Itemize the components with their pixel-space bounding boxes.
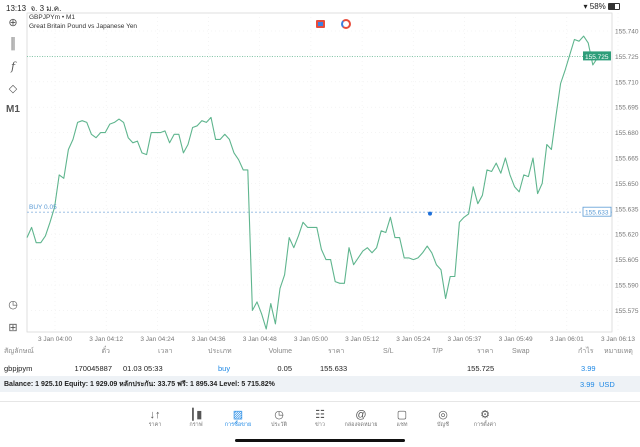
y-tick-label: 155.740 xyxy=(615,29,639,36)
currency: USD xyxy=(599,380,615,389)
status-time: 13:13 จ. 3 ม.ค. xyxy=(6,4,62,13)
col-time[interactable]: เวลา xyxy=(158,348,173,355)
y-tick-label: 155.620 xyxy=(615,232,639,239)
nav-trade[interactable]: ▨ การซื้อขาย xyxy=(218,408,258,429)
new-order-icon[interactable]: ⊞ xyxy=(8,322,18,334)
row-open-price: 155.633 xyxy=(320,364,348,373)
total-profit: 3.99 xyxy=(580,380,595,389)
col-swap[interactable]: Swap xyxy=(512,348,530,355)
battery-level: 58% xyxy=(589,2,606,11)
nav-settings[interactable]: ⚙ การตั้งค่า xyxy=(465,408,505,429)
crosshair-icon[interactable]: ⊕ xyxy=(8,17,18,29)
indicators-icon[interactable]: f xyxy=(10,60,16,73)
row-symbol: gbpjpym xyxy=(4,364,33,373)
nav-account[interactable]: ◎ บัญชี xyxy=(423,408,463,429)
col-open-price[interactable]: ราคา xyxy=(328,348,345,355)
nav-quotes[interactable]: ↓↑ ราคา xyxy=(135,408,175,429)
x-tick-label: 3 Jan 04:48 xyxy=(243,336,277,343)
balance-summary-bar: Balance: 1 925.10 Equity: 1 929.09 หลักป… xyxy=(0,376,640,392)
row-volume: 0.05 xyxy=(277,364,292,373)
col-profit[interactable]: กำไร xyxy=(578,348,594,355)
y-tick-label: 155.605 xyxy=(615,257,639,264)
col-symbol[interactable]: สัญลักษณ์ xyxy=(4,348,34,355)
y-tick-label: 155.725 xyxy=(615,54,639,61)
x-tick-label: 3 Jan 04:36 xyxy=(192,336,226,343)
x-tick-label: 3 Jan 04:24 xyxy=(140,336,174,343)
x-tick-label: 3 Jan 05:49 xyxy=(499,336,533,343)
x-tick-label: 3 Jan 06:13 xyxy=(601,336,635,343)
col-tp[interactable]: T/P xyxy=(432,348,443,355)
nav-news[interactable]: ☷ ข่าว xyxy=(300,408,340,429)
col-price[interactable]: ราคา xyxy=(477,348,494,355)
news-icon: ☷ xyxy=(315,409,325,421)
depth-of-market-icon[interactable] xyxy=(341,19,351,29)
x-tick-label: 3 Jan 05:12 xyxy=(345,336,379,343)
mail-at-icon: @ xyxy=(355,409,367,421)
battery-icon xyxy=(608,3,620,11)
trade-chart-icon: ▨ xyxy=(232,409,244,421)
y-tick-label: 155.575 xyxy=(615,308,639,315)
row-ticket: 170045887 xyxy=(74,364,112,373)
home-indicator[interactable] xyxy=(235,439,405,442)
y-tick-label: 155.695 xyxy=(615,105,639,112)
y-tick-label: 155.590 xyxy=(615,283,639,290)
buy-price-tag-label: 155.633 xyxy=(585,210,609,217)
buy-line-label[interactable]: BUY 0.05 xyxy=(29,204,57,211)
col-sl[interactable]: S/L xyxy=(383,348,394,355)
current-price-tag xyxy=(583,51,611,61)
chart-description: Great Britain Pound vs Japanese Yen xyxy=(29,23,138,30)
chart-type-candles-icon[interactable]: ║ xyxy=(9,38,17,50)
trade-chart-icon[interactable]: ◷ xyxy=(8,299,18,311)
one-click-trading-icon[interactable] xyxy=(316,20,325,28)
account-icon: ◎ xyxy=(438,409,448,421)
x-tick-label: 3 Jan 05:00 xyxy=(294,336,328,343)
candles-icon: ┃▮ xyxy=(189,409,203,421)
history-icon: ◷ xyxy=(274,409,284,421)
y-tick-label: 155.635 xyxy=(615,206,639,213)
wifi-battery: ▾ 58% xyxy=(584,2,620,11)
objects-shapes-icon[interactable]: ◇ xyxy=(8,83,18,95)
account-summary: Balance: 1 925.10 Equity: 1 929.09 หลักป… xyxy=(4,381,275,388)
nav-mailbox[interactable]: @ กล่องจดหมาย xyxy=(341,408,381,429)
status-date: จ. 3 ม.ค. xyxy=(30,4,62,13)
buy-entry-marker xyxy=(428,211,432,216)
nav-chat[interactable]: ▢ แชท xyxy=(382,408,422,429)
price-chart[interactable]: 155.740 155.725 155.710 155.695 155.680 155.6… xyxy=(0,0,640,345)
col-volume[interactable]: Volume xyxy=(268,348,292,355)
arrows-updown-icon: ↓↑ xyxy=(149,409,161,421)
row-profit: 3.99 xyxy=(581,364,596,373)
chat-icon: ▢ xyxy=(396,409,408,421)
divider xyxy=(0,401,640,402)
buy-price-tag xyxy=(582,206,612,217)
y-tick-label: 155.665 xyxy=(615,156,639,163)
row-price: 155.725 xyxy=(467,364,495,373)
y-tick-label: 155.680 xyxy=(615,130,639,137)
x-tick-label: 3 Jan 05:37 xyxy=(447,336,481,343)
x-tick-label: 3 Jan 06:01 xyxy=(550,336,584,343)
x-tick-label: 3 Jan 04:00 xyxy=(38,336,72,343)
y-tick-label: 155.710 xyxy=(615,79,639,86)
row-type: buy xyxy=(218,364,231,373)
col-ticket[interactable]: ตั๋ว xyxy=(101,348,110,355)
timeframe-button[interactable]: M1 xyxy=(6,104,20,115)
settings-icon: ⚙ xyxy=(480,409,490,421)
price-series-line xyxy=(26,35,603,330)
nav-chart[interactable]: ┃▮ กราฟ xyxy=(176,408,216,429)
col-type[interactable]: ประเภท xyxy=(208,348,232,355)
col-comment[interactable]: หมายเหตุ xyxy=(604,348,633,355)
row-time: 01.03 05:33 xyxy=(123,364,163,373)
plot-frame xyxy=(26,12,613,333)
y-tick-label: 155.650 xyxy=(615,181,639,188)
nav-history[interactable]: ◷ ประวัติ xyxy=(259,408,299,429)
chart-symbol: GBPJPYm • M1 xyxy=(29,14,75,21)
x-tick-label: 3 Jan 05:24 xyxy=(396,336,430,343)
current-price-tag-label: 155.725 xyxy=(585,54,609,61)
x-tick-label: 3 Jan 04:12 xyxy=(89,336,123,343)
